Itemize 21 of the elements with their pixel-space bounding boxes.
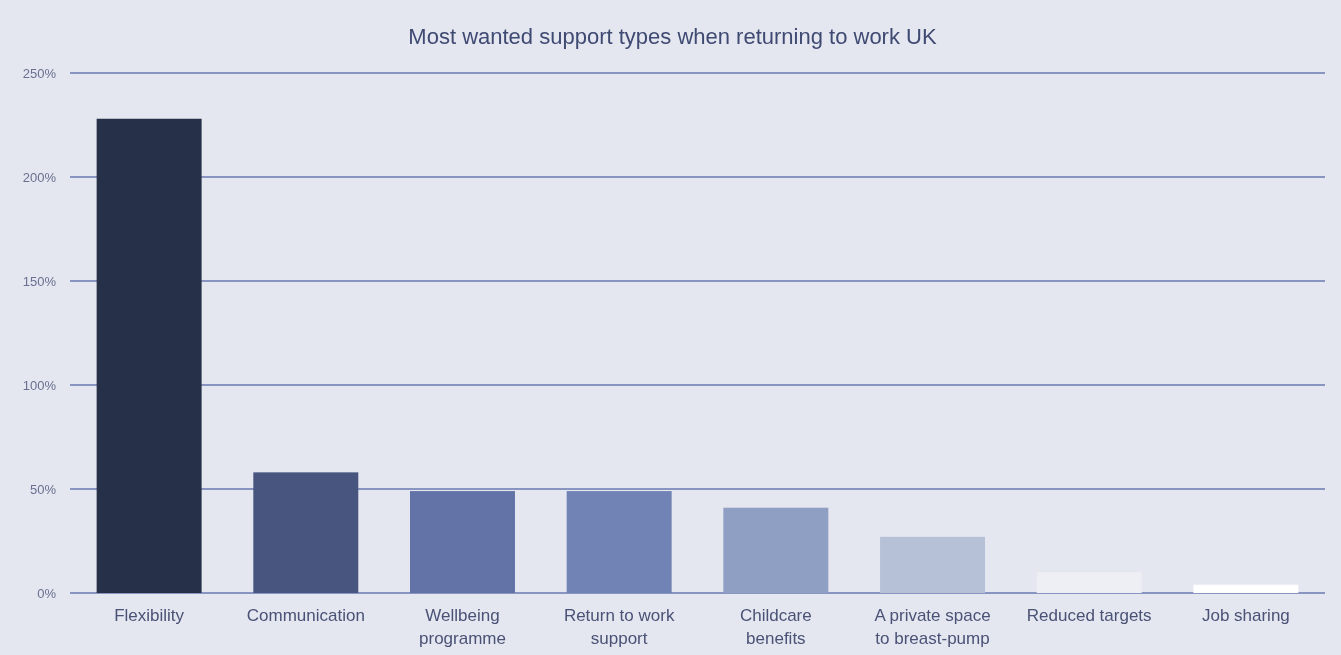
bar <box>253 472 359 593</box>
x-tick-label: Communication <box>246 606 365 625</box>
y-tick-label: 50% <box>29 481 57 497</box>
y-tick-label: 0% <box>37 585 57 601</box>
bar <box>96 118 202 593</box>
y-tick-label: 200% <box>22 169 57 185</box>
x-tick-label: Return to work support <box>563 606 675 648</box>
x-tick-label: Job sharing <box>1201 606 1290 625</box>
bar <box>723 507 829 593</box>
x-tick-label: A private space to breast-pump <box>874 606 991 648</box>
bar <box>880 536 986 593</box>
y-tick-label: 100% <box>22 377 57 393</box>
x-tick-label: Flexibility <box>114 606 185 625</box>
y-tick-label: 250% <box>22 65 57 81</box>
y-tick-label: 150% <box>22 273 57 289</box>
x-tick-label: Wellbeing programme <box>419 606 506 648</box>
x-tick-label: Reduced targets <box>1026 606 1152 625</box>
bar <box>1036 572 1142 593</box>
x-tick-label: Childcare benefits <box>739 606 812 648</box>
bar <box>1193 584 1299 593</box>
chart-title: Most wanted support types when returning to work UK <box>408 24 937 49</box>
